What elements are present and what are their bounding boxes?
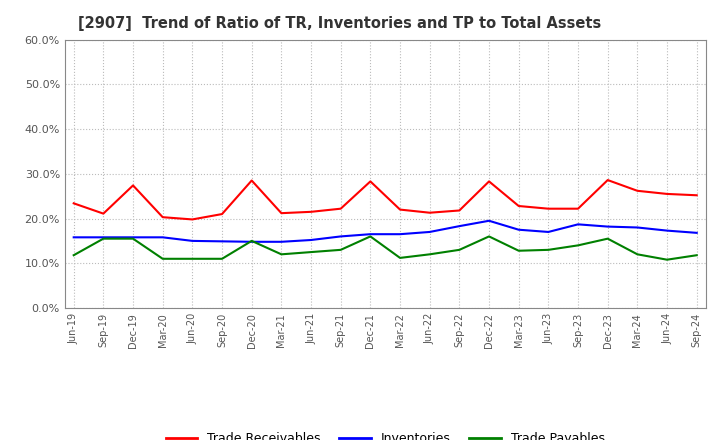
- Inventories: [662, 228, 671, 233]
- Trade Receivables: [485, 179, 493, 184]
- Trade Payables: [158, 256, 167, 261]
- Inventories: [514, 227, 523, 232]
- Trade Payables: [514, 248, 523, 253]
- Trade Payables: [248, 238, 256, 244]
- Inventories: [485, 218, 493, 224]
- Legend: Trade Receivables, Inventories, Trade Payables: Trade Receivables, Inventories, Trade Pa…: [161, 427, 610, 440]
- Trade Payables: [662, 257, 671, 262]
- Inventories: [129, 235, 138, 240]
- Inventories: [69, 235, 78, 240]
- Inventories: [455, 224, 464, 229]
- Inventories: [633, 225, 642, 230]
- Trade Payables: [188, 256, 197, 261]
- Trade Payables: [129, 236, 138, 241]
- Inventories: [426, 229, 434, 235]
- Inventories: [248, 239, 256, 245]
- Inventories: [188, 238, 197, 244]
- Trade Receivables: [158, 215, 167, 220]
- Trade Payables: [485, 234, 493, 239]
- Inventories: [217, 239, 226, 244]
- Trade Payables: [396, 255, 405, 260]
- Trade Receivables: [633, 188, 642, 194]
- Trade Payables: [693, 253, 701, 258]
- Trade Receivables: [366, 179, 374, 184]
- Trade Payables: [277, 252, 286, 257]
- Trade Receivables: [69, 201, 78, 206]
- Trade Payables: [217, 256, 226, 261]
- Trade Receivables: [426, 210, 434, 215]
- Trade Payables: [574, 243, 582, 248]
- Trade Receivables: [99, 211, 108, 216]
- Trade Payables: [307, 249, 315, 255]
- Trade Receivables: [544, 206, 553, 211]
- Trade Receivables: [277, 210, 286, 216]
- Trade Payables: [366, 234, 374, 239]
- Trade Payables: [99, 236, 108, 241]
- Inventories: [277, 239, 286, 245]
- Trade Receivables: [455, 208, 464, 213]
- Line: Inventories: Inventories: [73, 221, 697, 242]
- Trade Payables: [633, 252, 642, 257]
- Inventories: [99, 235, 108, 240]
- Line: Trade Payables: Trade Payables: [73, 236, 697, 260]
- Trade Payables: [603, 236, 612, 241]
- Inventories: [693, 230, 701, 235]
- Trade Receivables: [603, 177, 612, 183]
- Trade Receivables: [248, 178, 256, 183]
- Inventories: [366, 231, 374, 237]
- Inventories: [544, 229, 553, 235]
- Inventories: [336, 234, 345, 239]
- Trade Receivables: [574, 206, 582, 211]
- Trade Receivables: [217, 211, 226, 216]
- Text: [2907]  Trend of Ratio of TR, Inventories and TP to Total Assets: [2907] Trend of Ratio of TR, Inventories…: [78, 16, 601, 32]
- Trade Receivables: [336, 206, 345, 211]
- Trade Receivables: [662, 191, 671, 197]
- Trade Receivables: [396, 207, 405, 212]
- Trade Payables: [544, 247, 553, 253]
- Trade Payables: [426, 252, 434, 257]
- Inventories: [603, 224, 612, 229]
- Trade Payables: [69, 253, 78, 258]
- Trade Receivables: [129, 183, 138, 188]
- Inventories: [574, 222, 582, 227]
- Line: Trade Receivables: Trade Receivables: [73, 180, 697, 220]
- Inventories: [396, 231, 405, 237]
- Inventories: [307, 237, 315, 242]
- Trade Receivables: [188, 217, 197, 222]
- Trade Receivables: [514, 203, 523, 209]
- Inventories: [158, 235, 167, 240]
- Trade Receivables: [693, 193, 701, 198]
- Trade Payables: [336, 247, 345, 253]
- Trade Payables: [455, 247, 464, 253]
- Trade Receivables: [307, 209, 315, 214]
